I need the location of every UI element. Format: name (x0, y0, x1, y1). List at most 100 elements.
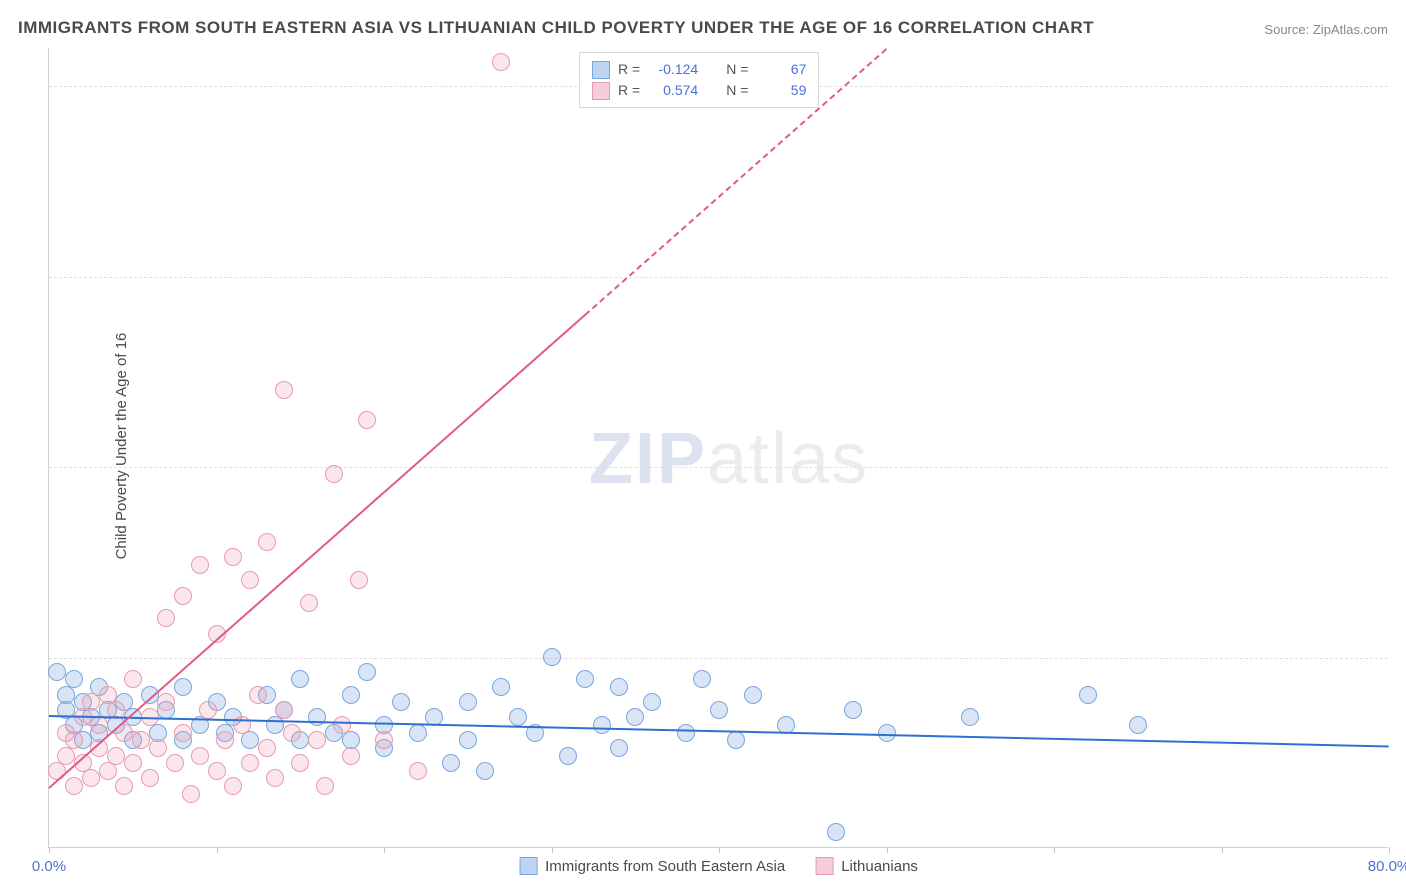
scatter-point (392, 693, 410, 711)
scatter-point (693, 670, 711, 688)
legend-n-value: 59 (756, 80, 806, 101)
watermark-part-b: atlas (707, 419, 869, 499)
correlation-legend: R = -0.124 N = 67 R = 0.574 N = 59 (579, 52, 819, 108)
chart-title: IMMIGRANTS FROM SOUTH EASTERN ASIA VS LI… (18, 18, 1094, 38)
scatter-point (610, 678, 628, 696)
scatter-point (182, 785, 200, 803)
legend-row: R = -0.124 N = 67 (592, 59, 806, 80)
scatter-point (275, 701, 293, 719)
scatter-point (576, 670, 594, 688)
x-tick-mark (887, 847, 888, 853)
scatter-point (241, 731, 259, 749)
legend-n-label: N = (726, 59, 748, 80)
legend-n-label: N = (726, 80, 748, 101)
scatter-point (961, 708, 979, 726)
scatter-point (291, 754, 309, 772)
scatter-point (476, 762, 494, 780)
scatter-point (710, 701, 728, 719)
scatter-point (82, 769, 100, 787)
scatter-point (124, 754, 142, 772)
scatter-point (643, 693, 661, 711)
scatter-point (409, 762, 427, 780)
x-tick-label: 0.0% (32, 858, 66, 875)
scatter-point (342, 747, 360, 765)
scatter-point (48, 663, 66, 681)
scatter-point (593, 716, 611, 734)
scatter-point (626, 708, 644, 726)
watermark-part-a: ZIP (589, 419, 707, 499)
gridline-h (49, 658, 1388, 659)
scatter-point (677, 724, 695, 742)
x-tick-mark (1222, 847, 1223, 853)
scatter-point (199, 701, 217, 719)
x-tick-mark (1054, 847, 1055, 853)
scatter-point (241, 571, 259, 589)
scatter-point (266, 716, 284, 734)
scatter-point (358, 411, 376, 429)
watermark: ZIPatlas (589, 418, 869, 500)
scatter-point (132, 731, 150, 749)
series-name: Immigrants from South Eastern Asia (545, 858, 785, 875)
scatter-point (509, 708, 527, 726)
series-name: Lithuanians (841, 858, 918, 875)
scatter-point (543, 648, 561, 666)
legend-r-value: 0.574 (648, 80, 698, 101)
source-value: ZipAtlas.com (1313, 22, 1388, 37)
scatter-point (191, 747, 209, 765)
scatter-point (827, 823, 845, 841)
y-tick-label: 25.0% (1398, 649, 1406, 666)
scatter-point (249, 686, 267, 704)
scatter-point (308, 731, 326, 749)
scatter-point (258, 533, 276, 551)
x-tick-mark (384, 847, 385, 853)
scatter-point (610, 739, 628, 757)
scatter-point (744, 686, 762, 704)
scatter-point (107, 747, 125, 765)
scatter-point (216, 731, 234, 749)
scatter-point (90, 716, 108, 734)
legend-r-label: R = (618, 59, 640, 80)
series-legend: Immigrants from South Eastern Asia Lithua… (519, 857, 918, 875)
scatter-point (224, 777, 242, 795)
source-attribution: Source: ZipAtlas.com (1264, 22, 1388, 37)
scatter-point (208, 762, 226, 780)
x-tick-mark (719, 847, 720, 853)
scatter-point (559, 747, 577, 765)
scatter-point (283, 724, 301, 742)
scatter-point (350, 571, 368, 589)
scatter-point (878, 724, 896, 742)
legend-swatch (519, 857, 537, 875)
y-tick-label: 75.0% (1398, 268, 1406, 285)
scatter-point (459, 731, 477, 749)
chart-plot-area: ZIPatlas 25.0%50.0%75.0%100.0%0.0%80.0%R… (48, 48, 1388, 848)
source-label: Source: (1264, 22, 1309, 37)
gridline-h (49, 277, 1388, 278)
scatter-point (492, 678, 510, 696)
legend-r-value: -0.124 (648, 59, 698, 80)
legend-swatch (592, 82, 610, 100)
scatter-point (342, 686, 360, 704)
x-tick-mark (552, 847, 553, 853)
scatter-point (727, 731, 745, 749)
scatter-point (174, 724, 192, 742)
scatter-point (191, 556, 209, 574)
scatter-point (325, 465, 343, 483)
legend-swatch (815, 857, 833, 875)
x-tick-mark (1389, 847, 1390, 853)
x-tick-mark (217, 847, 218, 853)
scatter-point (65, 670, 83, 688)
legend-n-value: 67 (756, 59, 806, 80)
scatter-point (459, 693, 477, 711)
scatter-point (300, 594, 318, 612)
scatter-point (1079, 686, 1097, 704)
series-legend-item: Lithuanians (815, 857, 918, 875)
x-tick-mark (49, 847, 50, 853)
y-tick-label: 100.0% (1398, 78, 1406, 95)
scatter-point (409, 724, 427, 742)
scatter-point (1129, 716, 1147, 734)
scatter-point (224, 548, 242, 566)
scatter-point (65, 731, 83, 749)
y-tick-label: 50.0% (1398, 459, 1406, 476)
scatter-point (275, 381, 293, 399)
legend-r-label: R = (618, 80, 640, 101)
